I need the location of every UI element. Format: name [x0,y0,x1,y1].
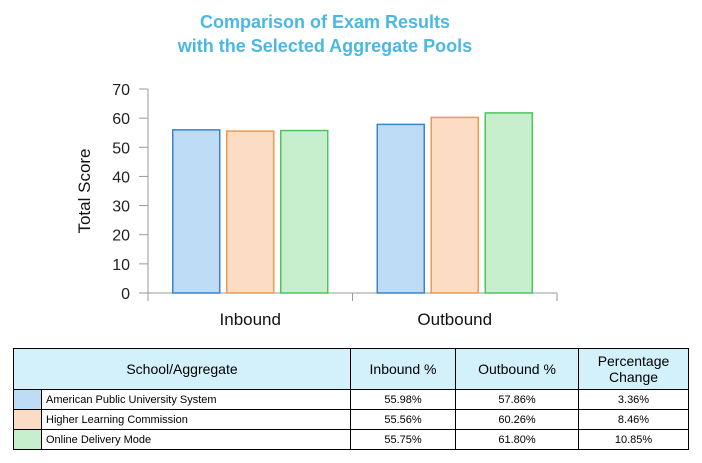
bar-chart: Comparison of Exam Results with the Selec… [75,12,558,329]
table-row: Online Delivery Mode 55.75% 61.80% 10.85… [13,429,689,450]
row-change: 8.46% [578,409,689,430]
row-inbound: 55.75% [350,429,456,450]
y-tick-label: 50 [112,140,130,157]
table-header-row: School/Aggregate Inbound % Outbound % Pe… [13,348,689,390]
y-tick-label: 60 [112,111,130,128]
header-school: School/Aggregate [13,348,351,390]
row-change: 10.85% [578,429,689,450]
y-tick-label: 10 [112,257,130,274]
legend-swatch [14,430,41,449]
header-inbound: Inbound % [350,348,456,390]
y-tick-label: 0 [121,286,130,303]
row-change: 3.36% [578,389,689,410]
header-change-label: Percentage Change [597,353,670,385]
legend-swatch-cell [13,429,42,450]
legend-swatch-cell [13,409,42,430]
row-name: Online Delivery Mode [41,429,351,450]
row-outbound: 61.80% [455,429,579,450]
table-row: American Public University System 55.98%… [13,389,689,410]
y-tick-label: 30 [112,199,130,216]
chart-title-line: with the Selected Aggregate Pools [177,36,472,56]
y-tick-label: 70 [112,82,130,99]
table-row: Higher Learning Commission 55.56% 60.26%… [13,409,689,430]
bar [280,129,329,294]
x-category-label: Outbound [417,310,492,329]
bar [376,123,425,294]
row-name: American Public University System [41,389,351,410]
bar [430,116,479,294]
row-name: Higher Learning Commission [41,409,351,430]
legend-swatch [14,390,41,409]
chart-title-line: Comparison of Exam Results [200,12,450,32]
bar [484,112,533,294]
bar [172,129,221,294]
header-change: Percentage Change [578,348,689,390]
y-tick-label: 20 [112,228,130,245]
header-outbound: Outbound % [455,348,579,390]
x-category-label: Inbound [220,310,281,329]
row-inbound: 55.98% [350,389,456,410]
row-inbound: 55.56% [350,409,456,430]
legend-swatch-cell [13,389,42,410]
legend-swatch [14,410,41,429]
results-table: School/Aggregate Inbound % Outbound % Pe… [13,348,689,450]
y-axis-title: Total Score [75,148,94,233]
y-tick-label: 40 [112,169,130,186]
bar [226,130,275,294]
row-outbound: 60.26% [455,409,579,430]
row-outbound: 57.86% [455,389,579,410]
